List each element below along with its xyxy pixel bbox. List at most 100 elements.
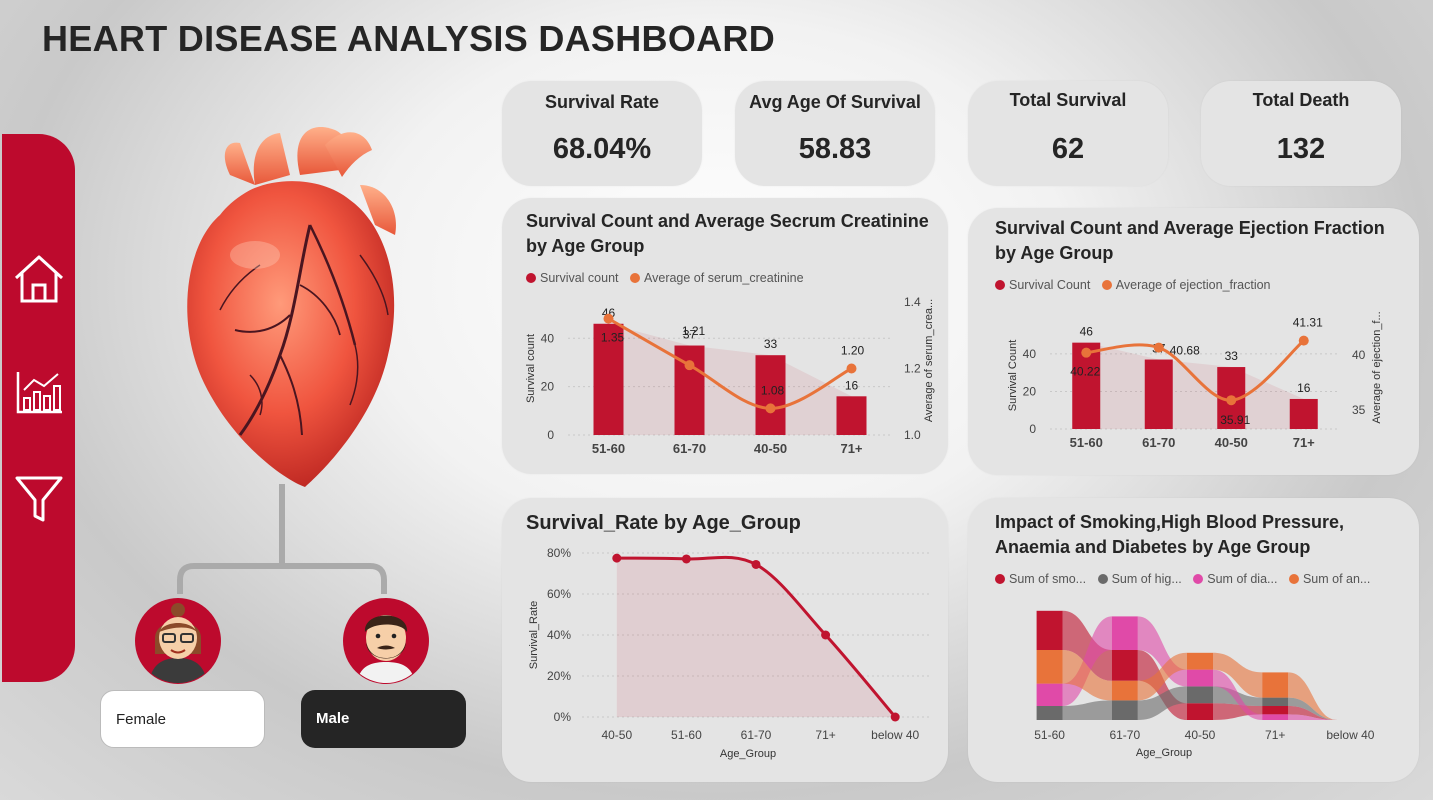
filter-icon[interactable] (12, 472, 66, 526)
ribbon-band (1137, 686, 1187, 720)
ribbon-band (1062, 610, 1112, 681)
ribbon-segment (1262, 714, 1289, 720)
home-icon[interactable] (12, 252, 66, 306)
ribbon-band (1288, 714, 1338, 720)
ribbon-segment (1262, 672, 1289, 698)
ribbon-band (1137, 652, 1187, 701)
x-tick-label: 61-70 (1109, 728, 1140, 742)
ribbon-segment (1111, 700, 1138, 720)
kpi-survival-rate: Survival Rate 68.04% (502, 81, 702, 186)
bar (1289, 398, 1318, 429)
bar-data-label: 37 (683, 328, 697, 342)
chart-legend: Sum of smo... Sum of hig... Sum of dia..… (995, 572, 1378, 586)
chart-title: Survival Count and Average Ejection Frac… (995, 218, 1385, 263)
line-series (607, 317, 853, 410)
y-tick-label: 80% (547, 546, 571, 560)
ribbon-segment (1111, 616, 1138, 650)
ribbon-segment (1036, 650, 1063, 684)
bar-data-label: 33 (1225, 349, 1239, 363)
legend-item[interactable]: Average of ejection_fraction (1101, 278, 1271, 292)
line-point (1081, 347, 1092, 358)
legend-item[interactable]: Sum of smo... (995, 572, 1086, 586)
ribbon-band (1213, 669, 1263, 720)
kpi-avg-age: Avg Age Of Survival 58.83 (735, 81, 935, 186)
line-data-label: 35.91 (1220, 413, 1250, 427)
legend-item[interactable]: Survival Count (995, 278, 1090, 292)
area-point (681, 554, 691, 564)
area-point (890, 712, 900, 722)
chart-title: Survival_Rate by Age_Group (526, 512, 801, 534)
y-tick-label: 40 (1023, 347, 1037, 361)
kpi-value: 58.83 (798, 133, 872, 165)
ribbon-segment (1262, 706, 1289, 715)
y-axis-label: Survival Count (1007, 340, 1019, 412)
x-tick-label: 61-70 (741, 728, 772, 742)
x-tick-label: below 40 (1326, 728, 1374, 742)
legend-item[interactable]: Sum of hig... (1097, 572, 1182, 586)
female-filter-button[interactable]: Female (100, 690, 265, 748)
chart-creatinine-card: Survival Count and Average Secrum Creati… (502, 198, 948, 474)
bar (1144, 359, 1173, 429)
kpi-value: 132 (1276, 133, 1326, 165)
y2-axis-label: Average of serum_crea... (923, 299, 935, 422)
ribbon-band (1062, 650, 1112, 701)
y-tick-label: 0% (554, 710, 572, 724)
ribbon-segment (1187, 669, 1213, 687)
bar (593, 323, 624, 435)
ribbon-band (1213, 703, 1263, 720)
y-tick-label: 60% (547, 587, 571, 601)
bar (836, 396, 867, 435)
legend-item[interactable]: Average of serum_creatinine (630, 271, 804, 285)
area-point (751, 559, 761, 569)
legend-item[interactable]: Survival count (526, 271, 619, 285)
bar-data-label: 33 (764, 337, 778, 351)
male-avatar (343, 598, 429, 684)
line-data-label: 1.20 (841, 344, 865, 358)
bar-chart-icon[interactable] (12, 366, 66, 420)
x-tick-label: 40-50 (754, 441, 787, 456)
y-tick-label: 20% (547, 669, 571, 683)
y-tick-label: 0 (547, 428, 554, 442)
sidebar (2, 134, 75, 682)
y2-tick-label: 35 (1352, 403, 1366, 417)
kpi-value: 62 (1051, 133, 1085, 165)
y-tick-label: 20 (541, 380, 555, 394)
kpi-label: Total Death (1252, 90, 1350, 110)
chart-survival-rate-card: Survival_Rate by Age_Group 0% 20% 40% 60% 80… (502, 498, 948, 782)
x-tick-label: 61-70 (1142, 435, 1175, 450)
gender-connector (177, 484, 387, 594)
legend-item[interactable]: Sum of dia... (1193, 572, 1277, 586)
x-tick-label: 40-50 (601, 728, 632, 742)
kpi-label: Avg Age Of Survival (749, 92, 921, 112)
area-line (616, 555, 897, 718)
y-axis-label: Survival_Rate (528, 601, 540, 669)
survival-rate-chart: 0% 20% 40% 60% 80% Survival_Rate 40-50 51-60 61-… (528, 546, 930, 760)
x-tick-label: 71+ (1293, 435, 1315, 450)
ribbon-band (1288, 672, 1338, 720)
x-tick-label: 61-70 (673, 441, 706, 456)
y-axis-label: Survival count (525, 334, 537, 403)
y-tick-label: 20 (1023, 384, 1037, 398)
kpi-total-death: Total Death 132 (1201, 81, 1401, 186)
creatinine-chart: 0 20 40 1.0 1.2 1.4 Survival count Average of s… (525, 295, 935, 456)
heart-illustration (187, 127, 396, 488)
line-point (1226, 395, 1237, 406)
bar-area-shade (608, 323, 852, 435)
chart-title: Survival Count and Average Secrum Creati… (526, 211, 929, 256)
y2-tick-label: 1.4 (904, 295, 921, 309)
ribbon-segment (1111, 650, 1138, 681)
y2-tick-label: 40 (1352, 348, 1366, 362)
bar (755, 355, 786, 435)
legend-item[interactable]: Sum of an... (1288, 572, 1370, 586)
male-filter-button[interactable]: Male (301, 690, 466, 748)
line-series (1086, 339, 1305, 402)
x-tick-label: 51-60 (1070, 435, 1103, 450)
female-avatar (135, 598, 221, 684)
chart-ejection-card: Survival Count and Average Ejection Frac… (968, 208, 1419, 475)
ribbon-band (1062, 700, 1112, 720)
x-tick-label: 51-60 (671, 728, 702, 742)
y2-tick-label: 1.0 (904, 428, 921, 442)
line-data-label: 1.21 (682, 324, 706, 338)
ribbon-segment (1111, 680, 1138, 701)
ribbon-segment (1036, 610, 1063, 650)
